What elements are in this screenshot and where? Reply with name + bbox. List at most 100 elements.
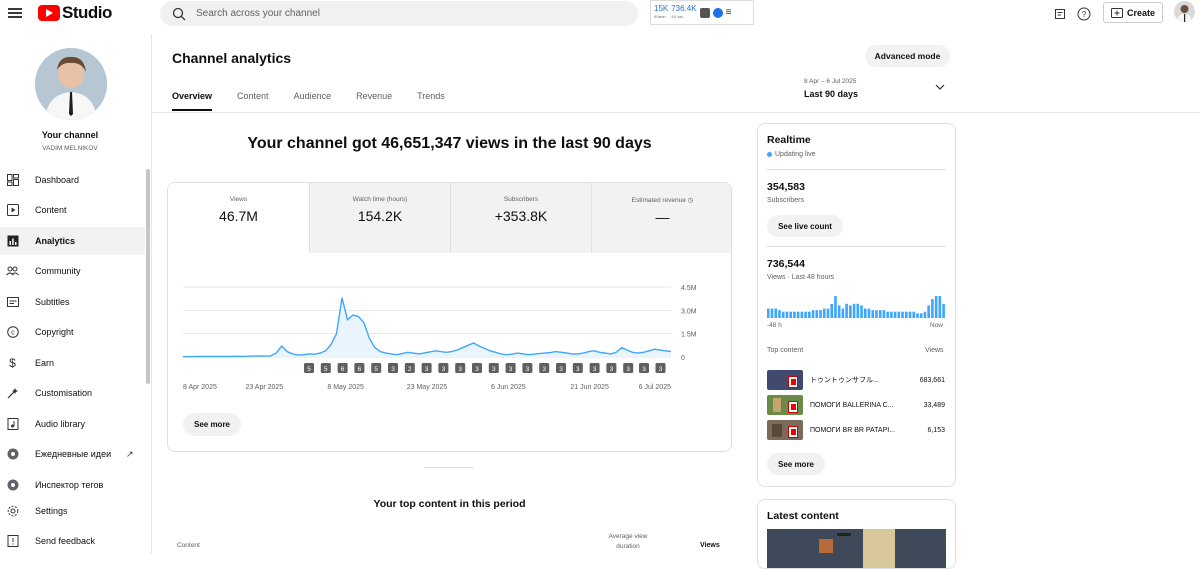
top-content-item[interactable]: トゥントゥンサフル... 683,661 [767,369,946,391]
studio-logo[interactable]: Studio [38,3,112,23]
upload-marker[interactable] [623,363,634,373]
upload-marker[interactable] [606,363,617,373]
realtime-bar[interactable] [845,303,848,318]
upload-marker[interactable] [639,363,649,373]
realtime-bar[interactable] [916,313,919,318]
see-live-count-button[interactable]: See live count [767,215,843,237]
realtime-bar[interactable] [923,311,927,318]
metric-views[interactable]: Views 46.7M [168,183,309,253]
metric-watch-time[interactable]: Watch time (hours) 154.2K [309,183,450,253]
tab-audience[interactable]: Audience [293,91,332,101]
realtime-see-more-button[interactable]: See more [767,453,825,475]
realtime-bar[interactable] [938,296,942,318]
realtime-bar[interactable] [852,303,856,318]
realtime-bar[interactable] [919,313,923,318]
extension-widget[interactable]: 15K 60мин 736.4K 48 час ≡ [650,0,754,25]
tab-content[interactable]: Content [237,91,269,101]
sidebar-item-daily-ideas[interactable]: Ежедневные идеи ↗ [0,440,145,468]
realtime-bar[interactable] [796,311,800,318]
realtime-bar[interactable] [811,310,815,318]
upload-marker[interactable] [572,363,583,373]
realtime-bar[interactable] [789,311,792,318]
realtime-bar[interactable] [767,308,770,318]
sidebar-item-tag-inspector[interactable]: Инспектор тегов [0,471,145,499]
realtime-bar[interactable] [927,305,930,318]
views-series-line[interactable] [183,297,672,358]
upload-marker[interactable] [589,363,600,373]
realtime-bar[interactable] [819,310,822,318]
realtime-bar[interactable] [912,311,916,318]
upload-marker[interactable] [320,363,331,373]
realtime-bar[interactable] [931,299,934,318]
sidebar-item-content[interactable]: Content [0,196,145,224]
realtime-bar[interactable] [815,310,819,318]
top-content-item[interactable]: ПОМОГИ BR BR PATAPI... 6,153 [767,419,946,441]
ext-menu-icon[interactable]: ≡ [725,7,732,18]
realtime-bar[interactable] [934,296,938,318]
upload-marker[interactable] [539,363,550,373]
realtime-bar[interactable] [901,311,904,318]
upload-marker[interactable] [655,363,666,373]
realtime-bar[interactable] [781,311,785,318]
col-views-header[interactable]: Views [700,542,720,549]
upload-marker[interactable] [388,363,398,373]
realtime-bar[interactable] [890,311,893,318]
realtime-bar[interactable] [856,303,860,318]
account-avatar[interactable] [1174,1,1195,22]
realtime-bar[interactable] [837,305,841,318]
date-range-selector[interactable]: 8 Apr – 6 Jul 2025 Last 90 days [804,78,945,99]
sidebar-item-analytics[interactable]: Analytics [0,227,145,255]
sidebar-item-audio-library[interactable]: Audio library [0,410,145,438]
channel-avatar[interactable] [35,48,107,120]
realtime-bar[interactable] [893,311,897,318]
realtime-bar[interactable] [871,310,875,318]
upload-marker[interactable] [371,363,382,373]
realtime-bar[interactable] [830,303,834,318]
menu-icon[interactable] [8,6,22,20]
upload-marker[interactable] [438,363,449,373]
realtime-bar[interactable] [878,310,882,318]
advanced-mode-button[interactable]: Advanced mode [865,45,950,67]
upload-marker[interactable] [488,363,499,373]
upload-marker[interactable] [505,363,516,373]
realtime-bar[interactable] [822,308,826,318]
sidebar-item-earn[interactable]: $ Earn [0,349,145,377]
realtime-bar[interactable] [800,311,804,318]
realtime-bar[interactable] [793,311,796,318]
realtime-bar[interactable] [804,311,807,318]
sidebar-item-customisation[interactable]: Customisation [0,379,145,407]
sidebar-item-subtitles[interactable]: Subtitles [0,288,145,316]
metric-subscribers[interactable]: Subscribers +353.8K [450,183,591,253]
realtime-bar[interactable] [863,308,867,318]
latest-video-thumbnail[interactable] [767,529,946,568]
tab-revenue[interactable]: Revenue [356,91,393,101]
subtitles-toolbar-icon[interactable] [1050,4,1070,24]
ext-settings-icon[interactable] [712,7,723,18]
realtime-bar[interactable] [904,311,908,318]
realtime-bar[interactable] [886,311,889,318]
upload-marker[interactable] [472,363,482,373]
metric-revenue[interactable]: Estimated revenue ◷ — [591,183,731,253]
search-input[interactable]: Search across your channel [196,8,320,19]
upload-marker[interactable] [556,363,566,373]
realtime-bar[interactable] [826,308,830,318]
realtime-bar[interactable] [875,310,878,318]
sidebar-item-community[interactable]: Community [0,257,145,285]
realtime-bar[interactable] [860,305,863,318]
upload-marker[interactable] [455,363,466,373]
realtime-bar[interactable] [785,311,789,318]
realtime-bar[interactable] [808,311,811,318]
upload-marker[interactable] [404,363,415,373]
realtime-bar[interactable] [867,308,871,318]
search-bar[interactable]: Search across your channel [160,1,638,26]
realtime-bar[interactable] [908,311,912,318]
realtime-bar[interactable] [897,311,901,318]
realtime-bar[interactable] [774,308,778,318]
sidebar-item-copyright[interactable]: c Copyright [0,318,145,346]
sidebar-item-dashboard[interactable]: Dashboard [0,166,145,194]
realtime-bar[interactable] [770,308,774,318]
top-content-item[interactable]: ПОМОГИ BALLERINA C... 33,489 [767,394,946,416]
create-button[interactable]: Create [1103,2,1163,23]
upload-marker[interactable] [304,363,314,373]
sidebar-scrollbar[interactable] [146,169,150,384]
